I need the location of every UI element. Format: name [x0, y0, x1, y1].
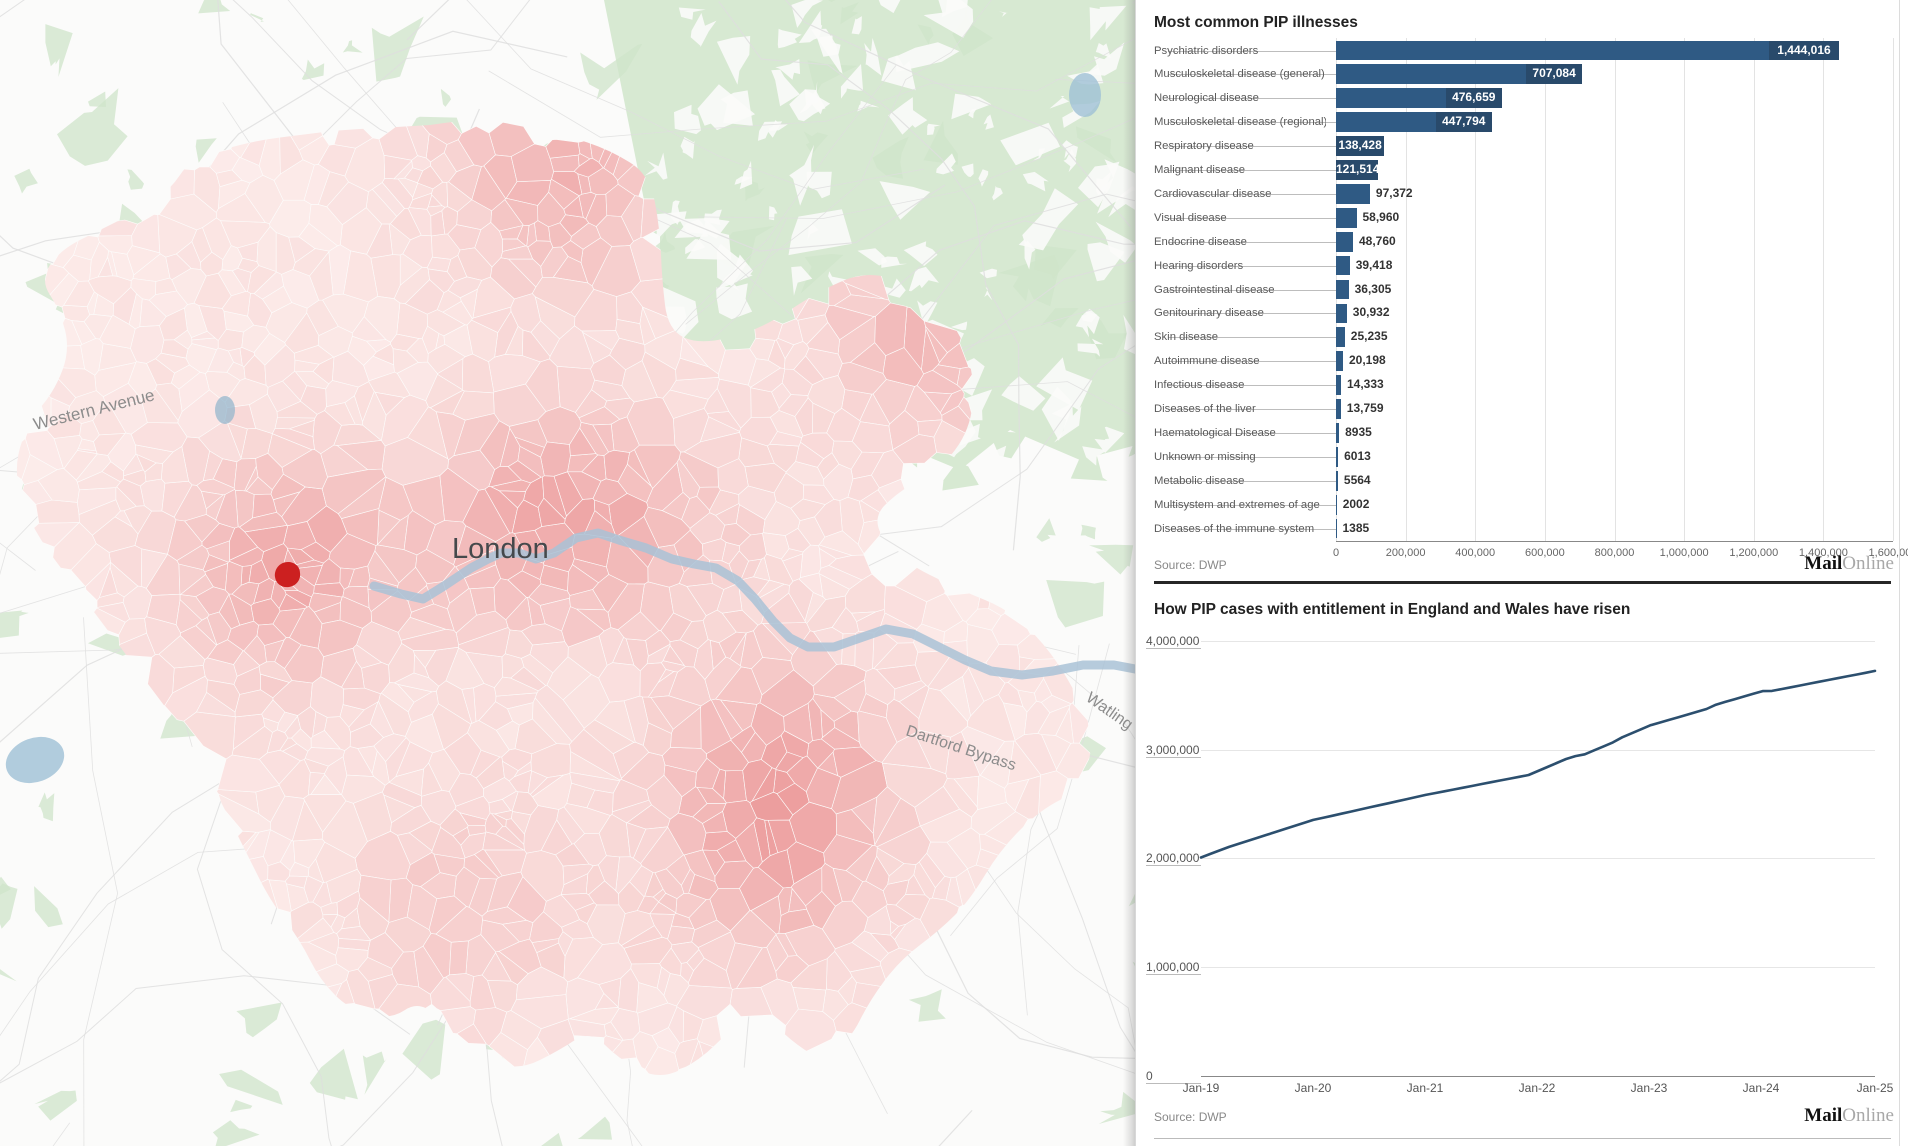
- svg-text:London: London: [452, 533, 549, 565]
